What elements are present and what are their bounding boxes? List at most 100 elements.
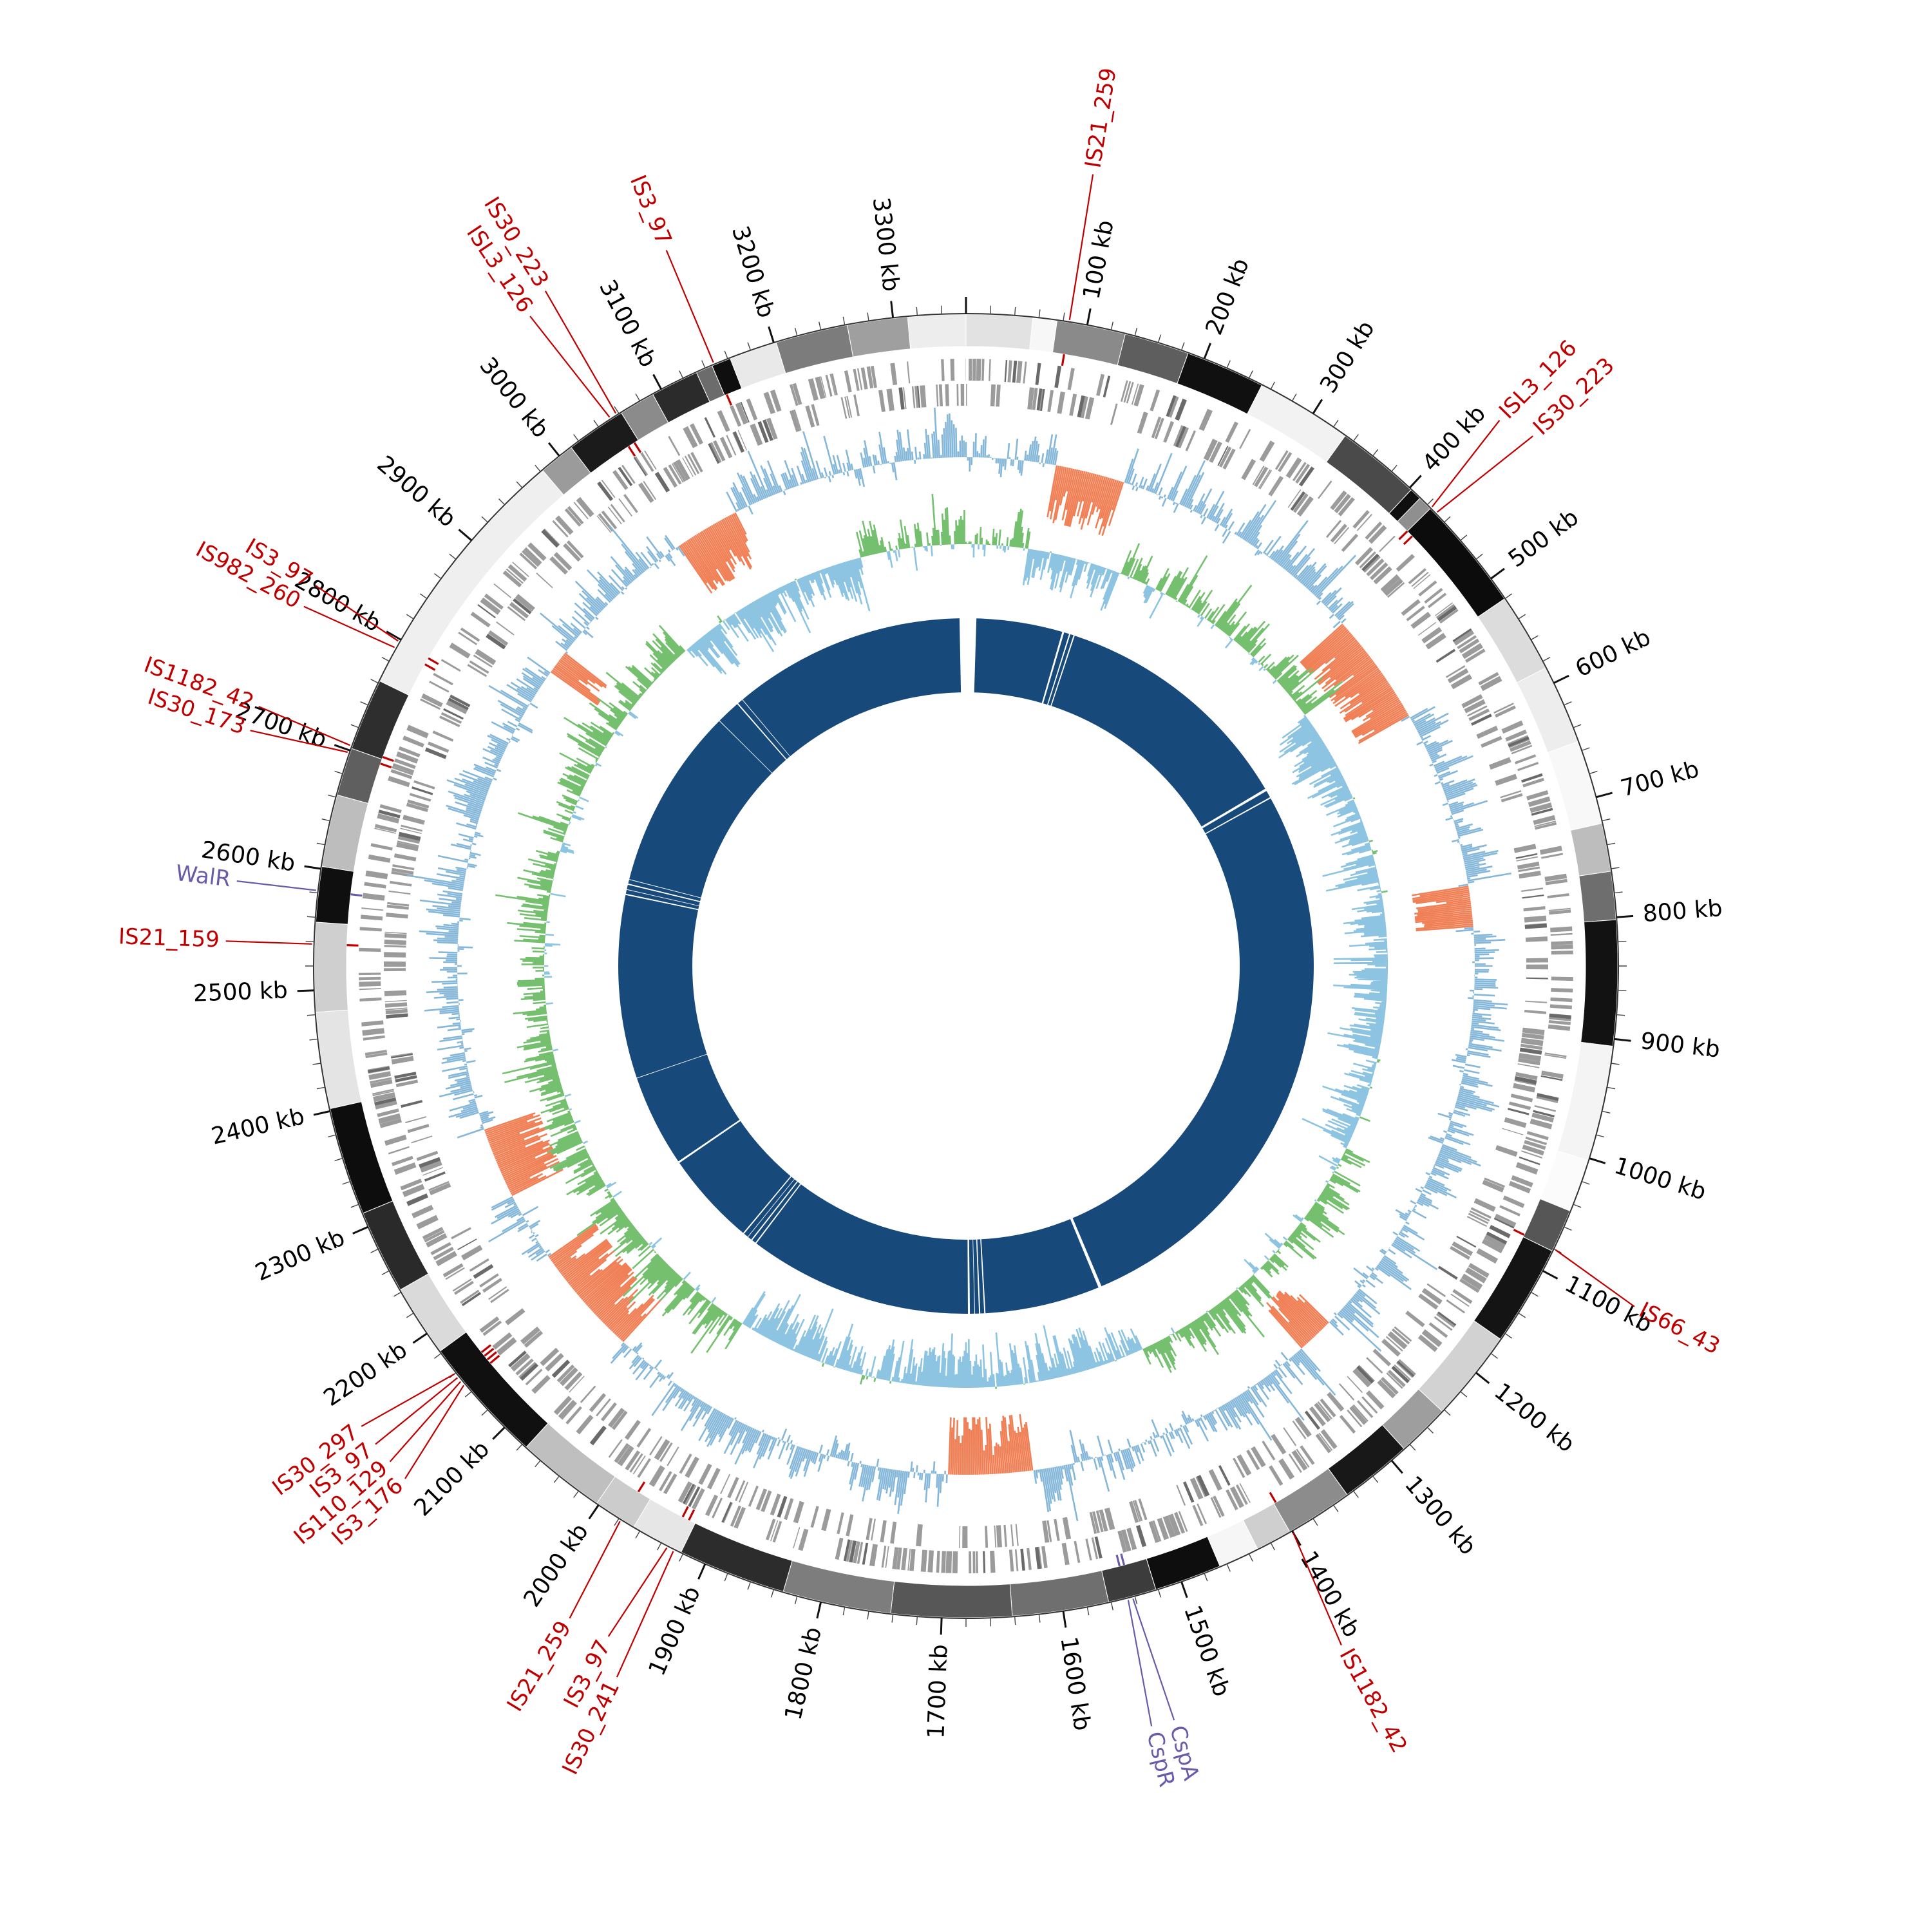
tick-label: 1200 kb [1489, 1378, 1579, 1458]
annotation-anchor-mark [380, 762, 392, 769]
gc-above-average [406, 408, 1512, 1522]
annotation-anchor-mark [480, 1344, 491, 1354]
ring-genes [359, 358, 1573, 1574]
ring-gc-content [406, 408, 1512, 1522]
annotation-anchor-mark [1403, 535, 1413, 545]
tick-label: 3300 kb [867, 196, 904, 292]
annotation-leader-line [225, 940, 312, 945]
annotation-leader-line [665, 250, 714, 363]
gene-blocks-forward [359, 358, 1573, 1574]
annotation-anchor-mark [424, 663, 436, 671]
annotation-leader-line [616, 1551, 674, 1678]
contig-block [1029, 317, 1058, 353]
contig-block [1177, 352, 1263, 415]
tick-label: 2100 kb [409, 1436, 495, 1522]
annotation-anchor-mark [1398, 530, 1408, 540]
contig-block [316, 1009, 362, 1110]
contig-block [1580, 919, 1618, 1047]
annotation-anchor-mark [681, 1506, 689, 1518]
annotation-anchor-mark [633, 442, 642, 453]
annotation-anchor-mark [726, 393, 732, 406]
tick-label: 200 kb [1201, 255, 1255, 339]
major-ticks [297, 297, 1634, 1635]
tick-label: 400 kb [1417, 401, 1491, 477]
contig-block [321, 794, 369, 872]
annotation-leader-line [404, 1385, 465, 1479]
tick-label: 300 kb [1315, 316, 1380, 398]
contig-block [775, 325, 854, 374]
tick-label: 2000 kb [518, 1519, 594, 1612]
tick-label: 1100 kb [1560, 1271, 1656, 1338]
annotation-leader-line [1127, 1600, 1153, 1727]
tick-label: 1500 kb [1179, 1602, 1235, 1700]
tick-label: 3100 kb [594, 276, 661, 372]
annotation-leader-line [1068, 174, 1094, 320]
tick-label: 1000 kb [1611, 1153, 1709, 1206]
annotation-anchor-mark [382, 755, 394, 762]
annotation-leader-line [1437, 435, 1533, 513]
tick-label: 700 kb [1618, 756, 1701, 802]
tick-label: 600 kb [1571, 624, 1654, 683]
annotation-leader-line [1431, 420, 1501, 507]
annotation-leader-line [258, 706, 351, 746]
ring-coverage [618, 618, 1314, 1314]
annotation-leader-line [303, 605, 395, 649]
ring-contigs [314, 314, 1618, 1618]
annotation-leader-line [236, 880, 316, 891]
tick-label: 1700 kb [923, 1643, 952, 1739]
annotation-leader-line [529, 316, 611, 418]
contig-block [400, 1273, 467, 1352]
annotation-anchor-mark [1269, 1492, 1277, 1503]
annotation-leader-line [1555, 1249, 1635, 1307]
annotation-anchor-mark [1513, 1229, 1525, 1236]
contig-block [526, 1423, 616, 1504]
contig-block [1101, 1558, 1157, 1603]
annotation-label-is-element: IS1182_42 [1334, 1644, 1412, 1757]
gc-skew-negative [544, 544, 1388, 1388]
annotation-anchor-mark [688, 1509, 696, 1521]
annotation-anchor-mark [484, 1347, 495, 1357]
tick-label: 2200 kb [319, 1337, 412, 1412]
annotation-leader-line [375, 1377, 459, 1445]
contig-block [1477, 598, 1546, 683]
annotation-label-is-element: IS3_97 [625, 171, 677, 249]
minor-ticks [305, 305, 1627, 1627]
tick-label: 1800 kb [780, 1625, 827, 1723]
tick-label: 2500 kb [193, 977, 288, 1007]
contig-block [1406, 508, 1505, 618]
gc-skew-positive [495, 493, 1388, 1389]
annotation-anchor-mark [1115, 1555, 1121, 1567]
annotation-anchor-mark [627, 446, 636, 457]
annotation-leader-line [361, 1373, 455, 1427]
tick-label: 500 kb [1504, 504, 1584, 573]
annotation-leader-line [544, 290, 617, 414]
annotation-anchor-mark [350, 893, 363, 897]
annotation-leader-line [1132, 1598, 1175, 1721]
annotation-anchor-mark [1120, 1553, 1126, 1566]
tick-label: 1600 kb [1055, 1635, 1095, 1732]
annotation-anchor-mark [486, 1351, 497, 1361]
annotation-leader-line [250, 730, 348, 753]
annotation-leader-line [389, 1381, 462, 1463]
annotation-anchor-mark [1061, 354, 1065, 366]
contig-block [890, 1580, 1013, 1618]
annotation-label-is-element: IS21_259 [1080, 66, 1121, 170]
annotation-anchor-mark [637, 1481, 646, 1493]
tick-label: 3000 kb [474, 352, 554, 442]
annotation-anchor-mark [489, 1354, 500, 1364]
contig-block [314, 922, 348, 1013]
contig-block [965, 314, 1034, 350]
annotation-leader-line [315, 585, 399, 642]
contig-block [1247, 384, 1346, 463]
tick-label: 3200 kb [726, 223, 779, 321]
contig-block [1009, 1570, 1110, 1616]
annotation-label-gene: WalR [175, 860, 232, 893]
tick-label: 2300 kb [252, 1224, 349, 1286]
coverage-arcs [618, 618, 1314, 1314]
annotation-leader-line [1292, 1532, 1342, 1646]
contig-block [315, 866, 354, 925]
annotation-anchor-mark [346, 944, 359, 947]
contig-block [1547, 741, 1603, 831]
